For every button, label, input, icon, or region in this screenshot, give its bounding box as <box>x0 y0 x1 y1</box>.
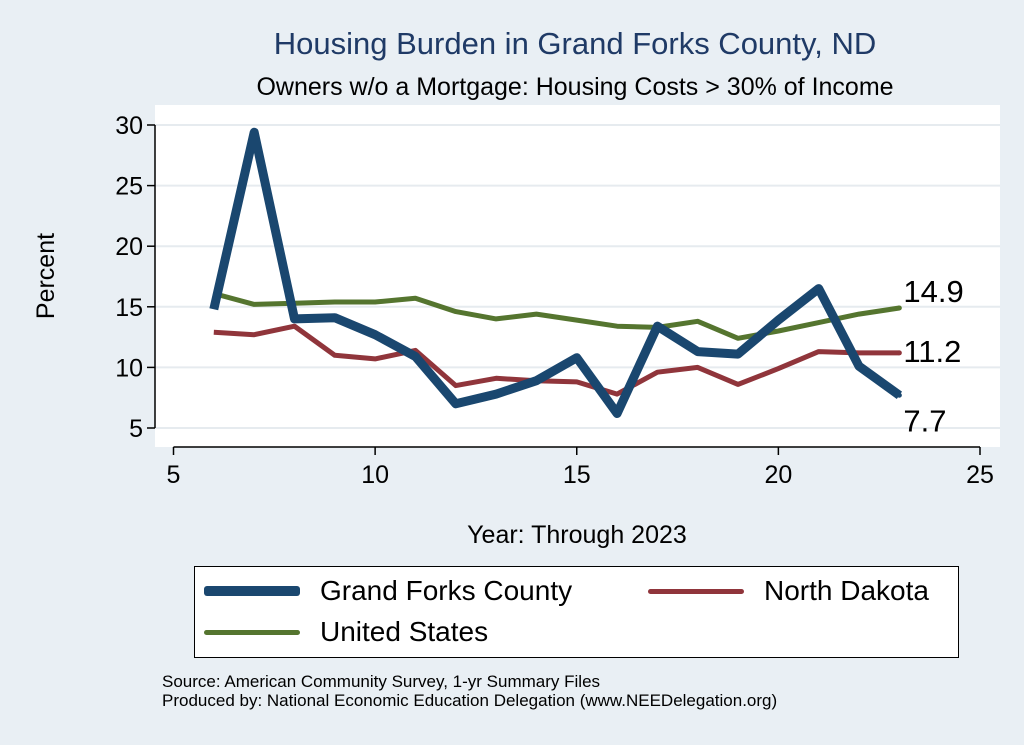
source-note: Source: American Community Survey, 1-yr … <box>162 672 777 710</box>
legend-swatch-grand-forks <box>204 586 300 596</box>
y-tick-label: 15 <box>115 294 143 322</box>
plot-area <box>155 105 1000 447</box>
x-tick-label: 10 <box>361 461 389 489</box>
y-tick-label: 30 <box>115 112 143 140</box>
series-line-grand-forks-county <box>209 127 903 418</box>
x-tick-label: 5 <box>167 461 181 489</box>
chart-title: Housing Burden in Grand Forks County, ND <box>273 26 877 61</box>
x-tick-label: 20 <box>764 461 792 489</box>
chart-subtitle: Owners w/o a Mortgage: Housing Costs > 3… <box>256 73 894 101</box>
series-end-point <box>896 350 902 356</box>
y-tick-label: 25 <box>115 173 143 201</box>
legend-item-grand-forks: Grand Forks County <box>204 575 572 607</box>
legend-swatch-north-dakota <box>648 588 744 594</box>
end-value-label: 7.7 <box>903 403 946 438</box>
end-value-label: 14.9 <box>903 274 963 309</box>
legend-item-north-dakota: North Dakota <box>648 575 929 607</box>
end-value-label: 11.2 <box>903 334 961 369</box>
y-tick-label: 5 <box>129 415 143 443</box>
y-tick-label: 10 <box>115 354 143 382</box>
legend-item-united-states: United States <box>204 616 488 648</box>
series-line-north-dakota <box>213 323 900 397</box>
legend: Grand Forks County North Dakota United S… <box>194 566 959 658</box>
legend-label-united-states: United States <box>320 616 489 647</box>
y-tick-label: 20 <box>115 233 143 261</box>
legend-label-north-dakota: North Dakota <box>764 575 929 606</box>
legend-label-grand-forks: Grand Forks County <box>320 575 573 606</box>
source-line: Source: American Community Survey, 1-yr … <box>162 672 601 691</box>
x-tick-label: 25 <box>966 461 994 489</box>
x-axis-title: Year: Through 2023 <box>467 521 687 549</box>
series-end-point <box>896 305 902 311</box>
series-end-point <box>896 392 902 398</box>
series-line-united-states <box>213 291 900 341</box>
y-axis-title: Percent <box>32 233 60 319</box>
legend-swatch-united-states <box>204 629 300 635</box>
x-tick-label: 15 <box>563 461 591 489</box>
producer-line: Produced by: National Economic Education… <box>162 691 778 710</box>
